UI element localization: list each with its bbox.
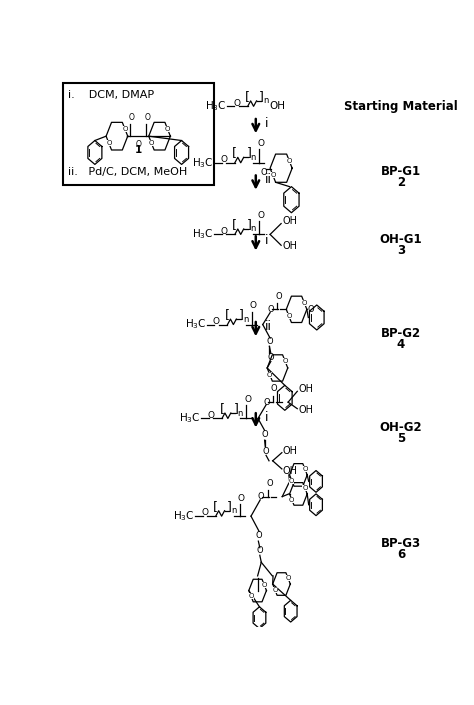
Text: O: O [283, 358, 288, 364]
Text: OH: OH [299, 405, 313, 415]
Text: OH: OH [283, 465, 298, 476]
Text: O: O [267, 352, 274, 362]
Text: O: O [287, 158, 292, 164]
Text: O: O [266, 338, 273, 346]
Text: [: [ [232, 218, 237, 231]
Text: n: n [243, 314, 248, 324]
Text: O: O [248, 593, 254, 599]
Text: O: O [270, 172, 275, 178]
Text: O: O [128, 113, 135, 122]
Text: O: O [201, 508, 208, 517]
Text: 1: 1 [135, 145, 142, 154]
Text: H$_3$C: H$_3$C [184, 318, 206, 331]
Text: O: O [289, 477, 294, 484]
Text: OH: OH [299, 384, 313, 394]
Text: O: O [256, 546, 263, 556]
Text: OH: OH [283, 446, 298, 456]
Text: O: O [261, 430, 268, 439]
Text: O: O [233, 99, 240, 108]
Text: H$_3$C: H$_3$C [179, 412, 201, 425]
Text: ]: ] [246, 147, 251, 159]
Text: H$_3$C: H$_3$C [192, 228, 213, 241]
Text: [: [ [219, 402, 225, 415]
Text: O: O [255, 531, 262, 540]
Text: BP-G3: BP-G3 [381, 537, 421, 550]
Text: n: n [263, 97, 268, 105]
Text: O: O [262, 582, 267, 588]
Text: ii: ii [265, 320, 272, 333]
Text: O: O [267, 305, 274, 314]
Text: O: O [165, 126, 170, 133]
Text: O: O [257, 211, 264, 220]
Text: [: [ [245, 90, 250, 103]
Text: O: O [261, 168, 267, 177]
Text: [: [ [213, 500, 218, 513]
Text: BP-G1: BP-G1 [381, 165, 421, 178]
Text: i: i [265, 117, 268, 130]
Text: n: n [250, 153, 255, 162]
Text: ]: ] [239, 308, 244, 321]
Text: O: O [307, 305, 314, 314]
Text: O: O [264, 398, 270, 407]
Text: O: O [257, 139, 264, 147]
Text: i.    DCM, DMAP: i. DCM, DMAP [68, 90, 155, 100]
Text: O: O [145, 113, 151, 122]
Text: O: O [272, 587, 278, 593]
Text: BP-G2: BP-G2 [381, 326, 421, 340]
Text: O: O [220, 155, 228, 164]
Text: i: i [265, 234, 268, 247]
Text: O: O [286, 313, 292, 319]
Text: O: O [220, 227, 228, 235]
Text: O: O [250, 301, 257, 310]
Text: O: O [267, 372, 273, 378]
Text: O: O [244, 395, 251, 404]
Text: O: O [149, 140, 154, 146]
Text: n: n [231, 506, 237, 515]
Text: 6: 6 [397, 548, 405, 560]
Text: O: O [238, 493, 245, 503]
Text: 5: 5 [397, 432, 405, 445]
Text: ]: ] [234, 402, 238, 415]
Text: O: O [266, 479, 273, 488]
Text: OH: OH [282, 216, 297, 226]
Text: O: O [135, 140, 141, 149]
Text: OH: OH [282, 241, 297, 252]
Text: n: n [237, 408, 243, 417]
Text: O: O [302, 466, 308, 472]
Text: O: O [122, 126, 128, 133]
Text: OH-G1: OH-G1 [380, 233, 422, 246]
Text: H$_3$C: H$_3$C [173, 509, 194, 523]
Text: O: O [301, 300, 307, 306]
Text: O: O [289, 496, 294, 503]
Text: H$_3$C: H$_3$C [192, 156, 213, 170]
Text: 4: 4 [397, 338, 405, 350]
Text: [: [ [225, 308, 230, 321]
Text: H$_3$C: H$_3$C [205, 99, 227, 114]
Text: Starting Material: Starting Material [344, 100, 458, 113]
Text: ii: ii [265, 173, 272, 186]
Text: 2: 2 [397, 176, 405, 189]
Text: ii.   Pd/C, DCM, MeOH: ii. Pd/C, DCM, MeOH [68, 167, 188, 177]
Text: O: O [302, 485, 308, 491]
Text: O: O [285, 575, 291, 582]
FancyBboxPatch shape [63, 83, 213, 185]
Text: ]: ] [246, 218, 251, 231]
Text: n: n [250, 224, 255, 233]
Text: O: O [208, 411, 214, 419]
Text: O: O [106, 140, 111, 146]
Text: O: O [271, 384, 277, 393]
Text: O: O [213, 317, 220, 326]
Text: ]: ] [227, 500, 232, 513]
Text: O: O [263, 446, 269, 455]
Text: OH: OH [269, 102, 285, 111]
Text: 3: 3 [397, 244, 405, 257]
Text: [: [ [232, 147, 237, 159]
Text: OH-G2: OH-G2 [380, 421, 422, 434]
Text: O: O [275, 292, 282, 301]
Text: ]: ] [259, 90, 264, 103]
Text: O: O [257, 492, 264, 501]
Text: i: i [265, 411, 268, 424]
